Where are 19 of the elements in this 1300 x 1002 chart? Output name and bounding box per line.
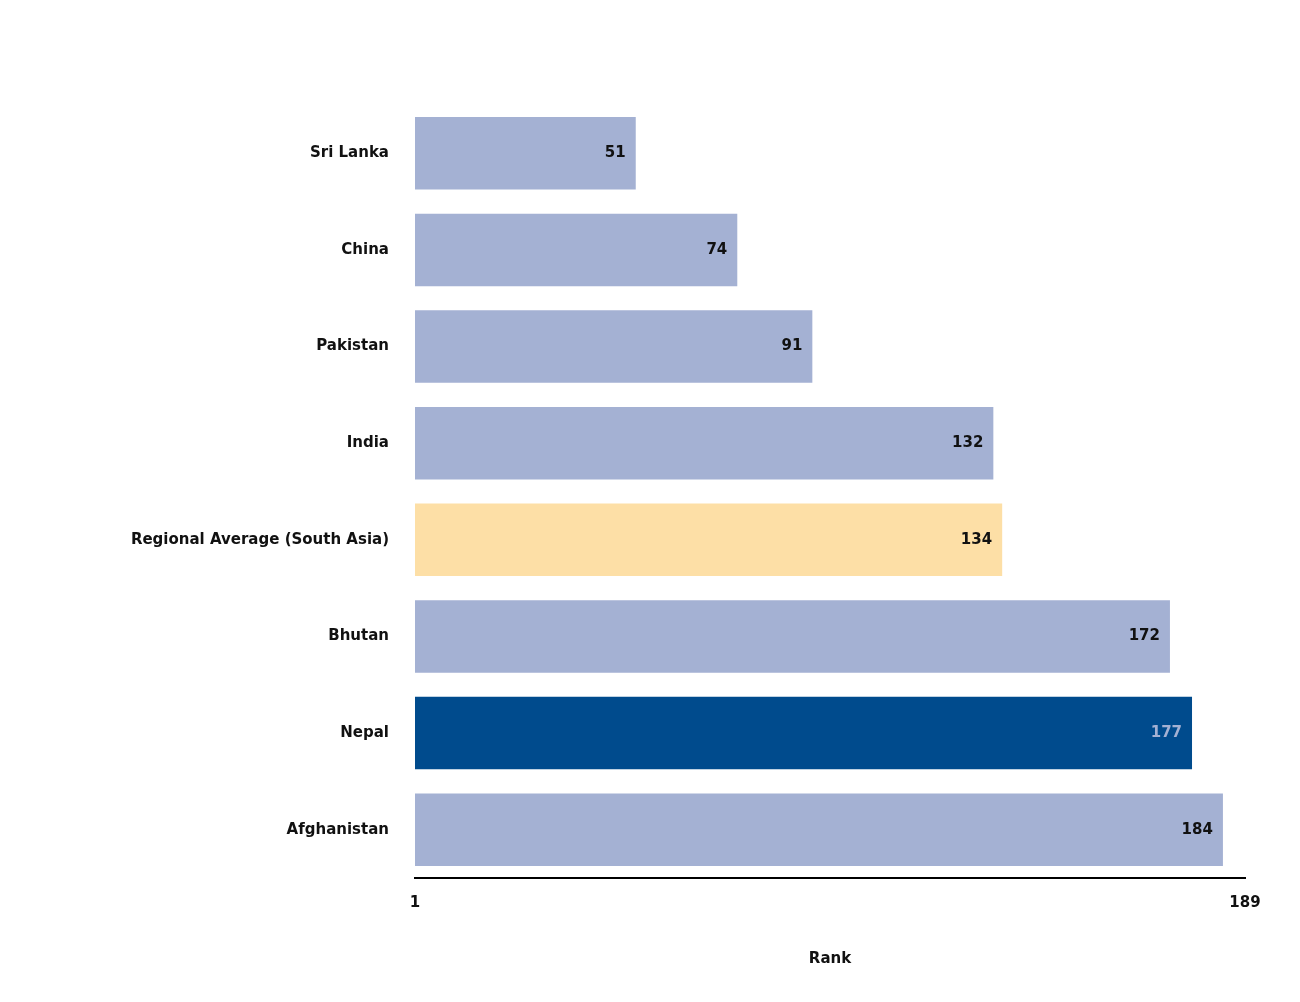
y-tick-label: China [341, 239, 389, 258]
x-axis-title: Rank [808, 948, 853, 967]
data-label: 51 [604, 143, 626, 162]
y-tick-label: Afghanistan [286, 819, 389, 838]
x-tick-label: 189 [1229, 892, 1261, 911]
x-tick-label: 1 [409, 892, 421, 911]
y-tick-label: Pakistan [316, 336, 389, 355]
y-tick-label: Sri Lanka [309, 143, 389, 162]
data-label: 74 [706, 239, 728, 258]
y-tick-label: Bhutan [328, 626, 389, 645]
data-label: 184 [1181, 819, 1213, 838]
data-label: 134 [960, 529, 993, 548]
data-label: 177 [1150, 722, 1183, 741]
data-label: 91 [781, 336, 803, 355]
y-tick-label: Nepal [340, 722, 389, 741]
y-tick-label: India [346, 433, 389, 452]
data-label: 172 [1128, 626, 1160, 645]
y-tick-label: Regional Average (South Asia) [130, 529, 389, 548]
data-label: 132 [952, 433, 984, 452]
